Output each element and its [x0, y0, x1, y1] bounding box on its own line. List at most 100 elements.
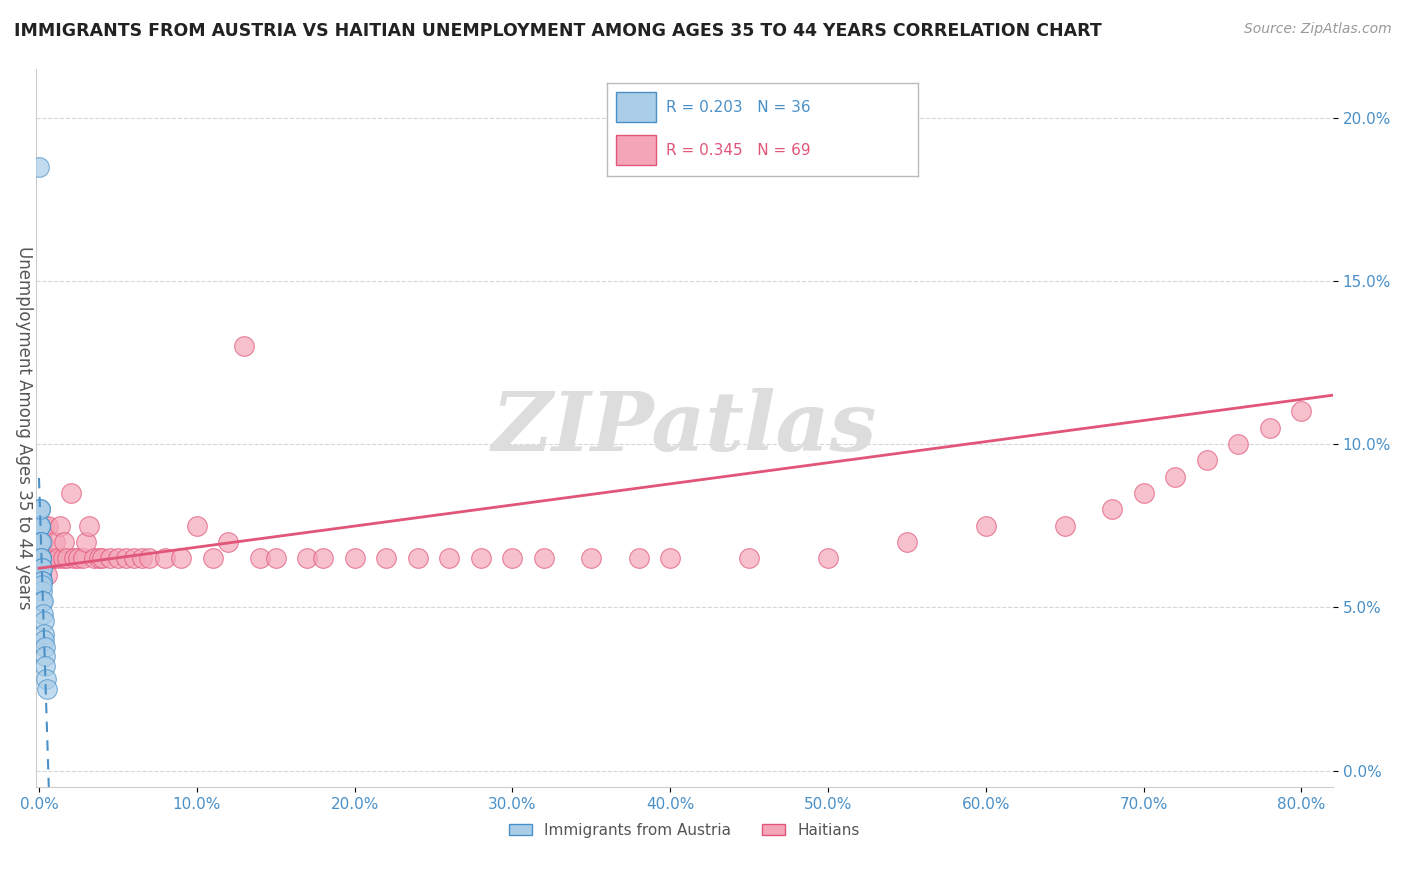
Point	[30, 535, 52, 549]
Point	[41, 551, 63, 566]
Point	[30, 551, 52, 566]
Point	[53, 535, 76, 549]
Point	[32, 626, 55, 640]
Point	[72, 551, 94, 566]
Point	[30, 551, 52, 566]
Point	[56, 551, 79, 566]
Point	[30, 502, 52, 516]
Point	[30, 567, 52, 582]
Legend: Immigrants from Austria, Haitians: Immigrants from Austria, Haitians	[503, 817, 866, 844]
Point	[28, 502, 51, 516]
Point	[32, 633, 55, 648]
Point	[30, 551, 52, 566]
Point	[32, 607, 55, 621]
Point	[1195, 453, 1218, 467]
Point	[30, 535, 52, 549]
Point	[627, 551, 650, 566]
Point	[738, 551, 761, 566]
Point	[406, 551, 429, 566]
Point	[1291, 404, 1313, 418]
Point	[46, 551, 69, 566]
Point	[34, 659, 56, 673]
Point	[31, 535, 53, 549]
Point	[31, 594, 53, 608]
Text: ZIPatlas: ZIPatlas	[492, 388, 877, 467]
Point	[470, 551, 492, 566]
Point	[186, 518, 208, 533]
Y-axis label: Unemployment Among Ages 35 to 44 years: Unemployment Among Ages 35 to 44 years	[15, 246, 32, 609]
Point	[974, 518, 997, 533]
Point	[1164, 470, 1187, 484]
Point	[30, 535, 52, 549]
Point	[896, 535, 918, 549]
Point	[217, 535, 239, 549]
Point	[32, 614, 55, 628]
Text: Source: ZipAtlas.com: Source: ZipAtlas.com	[1244, 22, 1392, 37]
Point	[35, 673, 58, 687]
Point	[439, 551, 461, 566]
Point	[31, 561, 53, 575]
Point	[170, 551, 193, 566]
Point	[67, 551, 90, 566]
Point	[28, 160, 51, 174]
Point	[37, 551, 59, 566]
Point	[30, 551, 52, 566]
Point	[83, 551, 105, 566]
Point	[98, 551, 121, 566]
Point	[79, 518, 101, 533]
Point	[122, 551, 145, 566]
Point	[533, 551, 555, 566]
Point	[1227, 437, 1250, 451]
Point	[249, 551, 271, 566]
Point	[1258, 421, 1281, 435]
Point	[35, 551, 58, 566]
Point	[59, 486, 82, 500]
Point	[28, 518, 51, 533]
Point	[31, 574, 53, 589]
Point	[1101, 502, 1123, 516]
Point	[1132, 486, 1154, 500]
Point	[31, 594, 53, 608]
Text: IMMIGRANTS FROM AUSTRIA VS HAITIAN UNEMPLOYMENT AMONG AGES 35 TO 44 YEARS CORREL: IMMIGRANTS FROM AUSTRIA VS HAITIAN UNEMP…	[14, 22, 1102, 40]
Point	[28, 518, 51, 533]
Point	[138, 551, 160, 566]
Point	[31, 561, 53, 575]
Point	[659, 551, 682, 566]
Point	[31, 574, 53, 589]
Point	[34, 551, 56, 566]
Point	[343, 551, 366, 566]
Point	[375, 551, 398, 566]
Point	[91, 551, 114, 566]
Point	[30, 567, 52, 582]
Point	[1053, 518, 1076, 533]
Point	[75, 535, 97, 549]
Point	[131, 551, 153, 566]
Point	[31, 577, 53, 591]
Point	[87, 551, 110, 566]
Point	[42, 551, 65, 566]
Point	[30, 518, 52, 533]
Point	[581, 551, 603, 566]
Point	[28, 518, 51, 533]
Point	[31, 584, 53, 599]
Point	[34, 649, 56, 664]
Point	[35, 682, 58, 697]
Point	[817, 551, 839, 566]
Point	[32, 551, 55, 566]
Point	[32, 535, 55, 549]
Point	[37, 518, 59, 533]
Point	[155, 551, 177, 566]
Point	[312, 551, 335, 566]
Point	[62, 551, 84, 566]
Point	[34, 640, 56, 654]
Point	[39, 551, 62, 566]
Point	[48, 518, 70, 533]
Point	[35, 567, 58, 582]
Point	[107, 551, 129, 566]
Point	[114, 551, 136, 566]
Point	[297, 551, 319, 566]
Point	[233, 339, 256, 353]
Point	[52, 551, 75, 566]
Point	[44, 535, 66, 549]
Point	[31, 551, 53, 566]
